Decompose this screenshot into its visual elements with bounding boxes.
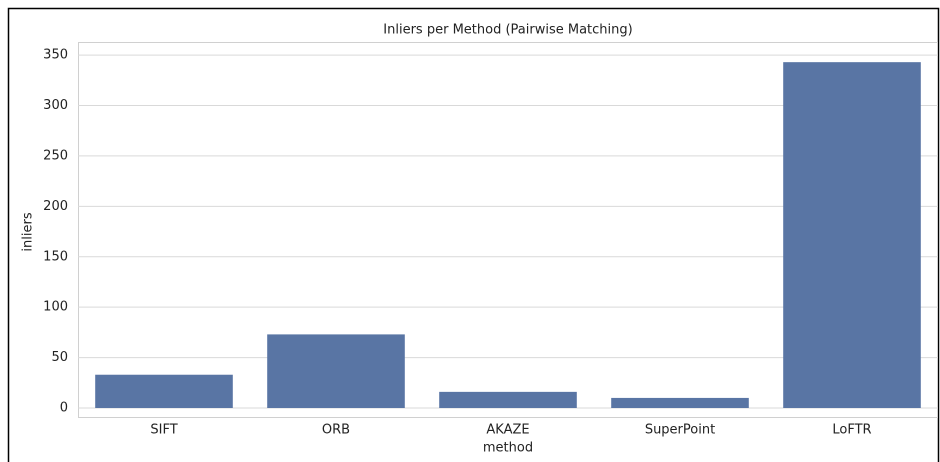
y-tick-label: 300 [43, 98, 68, 113]
bar [611, 397, 749, 408]
y-tick-label: 150 [43, 249, 68, 264]
y-tick-label: 250 [43, 148, 68, 163]
y-tick-label: 350 [43, 48, 68, 63]
x-tick-label: LoFTR [832, 423, 871, 438]
bar [783, 62, 921, 409]
axes-frame [78, 42, 938, 418]
y-tick-label: 50 [51, 350, 68, 365]
y-tick-label: 0 [60, 401, 68, 416]
x-tick-label: AKAZE [486, 423, 529, 438]
x-axis-label: method [483, 441, 533, 456]
y-tick-label: 100 [43, 300, 68, 315]
x-tick-label: SuperPoint [645, 423, 715, 438]
chart-title: Inliers per Method (Pairwise Matching) [383, 23, 632, 38]
bar [439, 391, 577, 408]
x-tick-label: SIFT [150, 423, 177, 438]
bar [95, 374, 233, 408]
y-axis-label: inliers [21, 212, 36, 251]
y-tick-label: 200 [43, 199, 68, 214]
x-tick-label: ORB [322, 423, 350, 438]
window-frame [7, 7, 940, 462]
bar [267, 334, 405, 408]
